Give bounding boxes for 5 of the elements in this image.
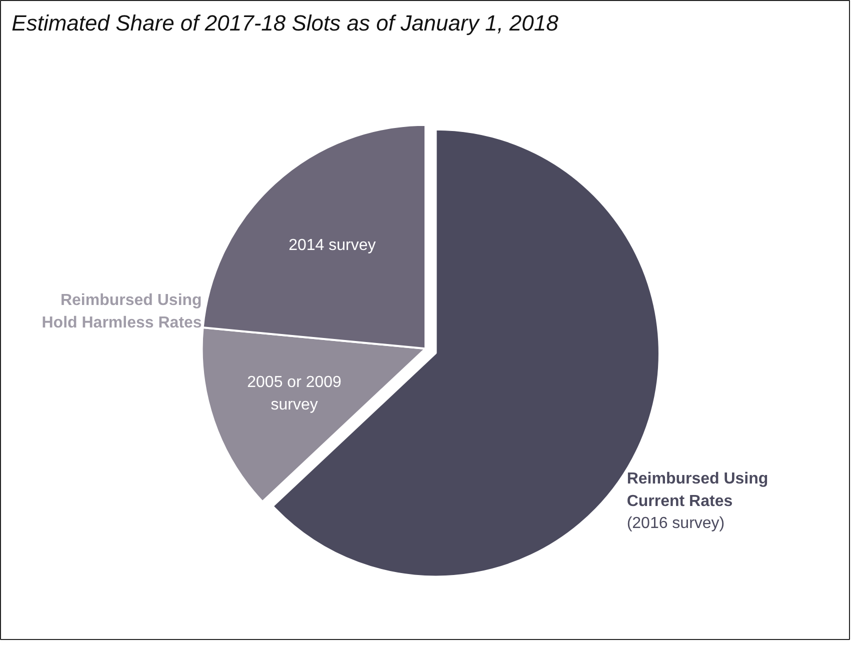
chart-title: Estimated Share of 2017-18 Slots as of January 1, 2018 [12, 10, 560, 36]
slice-label: 2014 survey [288, 237, 376, 254]
slice-label: 2005 or 2009 survey [247, 374, 342, 414]
text: Reimbursed Using Hold Harmless Rates [42, 292, 202, 332]
slice-label: Reimbursed Using Current Rates (2016 survey) [626, 470, 768, 532]
